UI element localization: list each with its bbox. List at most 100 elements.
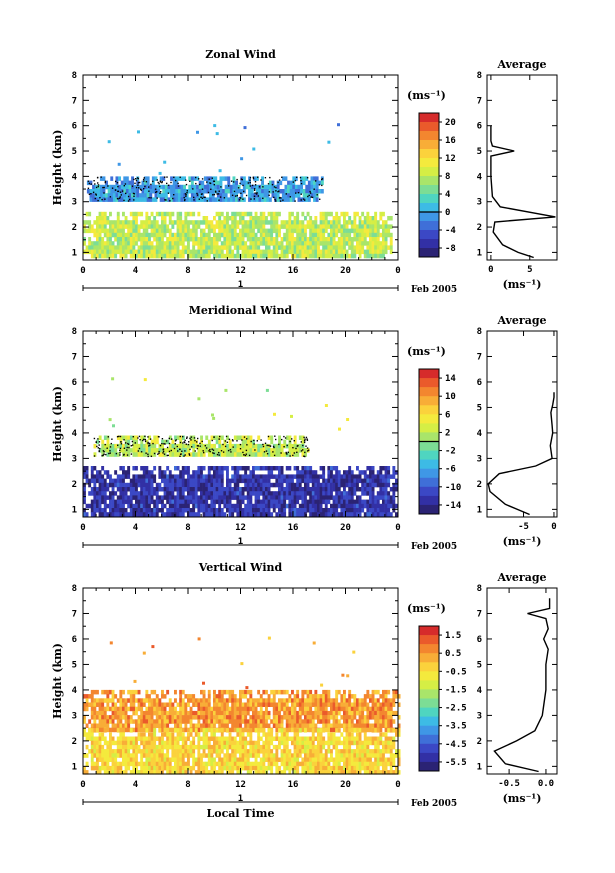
- heatmap-cell: [148, 499, 151, 505]
- heatmap-cell: [382, 715, 385, 720]
- heatmap-cell: [236, 211, 240, 217]
- heatmap-cell: [345, 512, 349, 517]
- heatmap-cell: [270, 466, 274, 471]
- heatmap-cell: [127, 448, 131, 453]
- contour-mark: [249, 177, 252, 179]
- heatmap-cell: [179, 448, 183, 453]
- heatmap-cell: [382, 224, 385, 229]
- heatmap-cell: [101, 732, 105, 737]
- heatmap-cell: [101, 765, 105, 771]
- heatmap-cell: [335, 474, 339, 479]
- heatmap-cell: [187, 491, 190, 496]
- heatmap-cell: [98, 474, 102, 479]
- heatmap-cell: [96, 495, 99, 500]
- heatmap-cell: [189, 249, 193, 255]
- heatmap-cell: [379, 487, 383, 492]
- heatmap-cell: [223, 719, 227, 724]
- heatmap-cell: [356, 466, 359, 471]
- heatmap-cell: [124, 698, 128, 703]
- heatmap-cell: [392, 470, 396, 475]
- heatmap-cell: [327, 241, 331, 246]
- heatmap-cell: [384, 245, 388, 250]
- contour-mark: [103, 186, 105, 189]
- contour-mark: [133, 199, 135, 201]
- contour-mark: [227, 449, 230, 452]
- heatmap-cell: [278, 508, 281, 513]
- heatmap-cell: [127, 723, 131, 728]
- heatmap-cell: [366, 220, 370, 225]
- heatmap-cell: [215, 220, 219, 225]
- heatmap-cell: [111, 512, 115, 517]
- heatmap-cell: [395, 478, 398, 484]
- colorbar-segment: [419, 504, 439, 515]
- heatmap-cell: [155, 237, 159, 242]
- heatmap-cell: [135, 478, 138, 484]
- heatmap-cell: [270, 719, 274, 724]
- heatmap-cell: [140, 237, 144, 242]
- heatmap-cell: [224, 184, 228, 190]
- heatmap-cell: [192, 478, 196, 484]
- heatmap-cell: [332, 237, 336, 242]
- heatmap-cell: [194, 253, 198, 259]
- heatmap-cell: [246, 702, 250, 707]
- heatmap-cell: [236, 435, 240, 440]
- heatmap-cell: [387, 689, 391, 695]
- heatmap-cell: [324, 715, 328, 720]
- x-tick-label: 8: [185, 266, 190, 276]
- heatmap-cell: [142, 220, 146, 225]
- heatmap-cell: [189, 499, 193, 505]
- heatmap-cell: [96, 749, 99, 754]
- heatmap-cell: [265, 706, 268, 712]
- heatmap-cell: [229, 193, 233, 198]
- heatmap-cell: [374, 499, 378, 505]
- heatmap-cell: [189, 439, 193, 445]
- heatmap-cell: [291, 508, 294, 513]
- heatmap-cell: [371, 508, 375, 513]
- heatmap-cell: [101, 727, 105, 733]
- heatmap-cell: [226, 702, 229, 707]
- contour-mark: [201, 440, 203, 443]
- contour-mark: [133, 193, 136, 195]
- heatmap-cell: [122, 723, 125, 728]
- heatmap-cell: [119, 499, 123, 505]
- contour-mark: [197, 437, 199, 440]
- contour-mark: [306, 438, 308, 440]
- heatmap-cell: [304, 232, 307, 238]
- heatmap-cell: [96, 715, 99, 720]
- heatmap-cell: [88, 719, 92, 724]
- heatmap-cell: [233, 245, 237, 250]
- heatmap-cell: [252, 478, 255, 484]
- heatmap-cell: [140, 495, 144, 500]
- heatmap-cell: [267, 452, 271, 457]
- heatmap-cell: [155, 710, 159, 716]
- contour-mark: [236, 440, 238, 442]
- heatmap-cell: [124, 237, 128, 242]
- heatmap-cell: [358, 220, 362, 225]
- heatmap-cell: [236, 702, 240, 707]
- heatmap-cell: [275, 723, 279, 728]
- heatmap-cell: [340, 508, 344, 513]
- heatmap-cell: [283, 224, 287, 229]
- heatmap-cell: [239, 487, 242, 492]
- heatmap-cell: [83, 466, 86, 471]
- heatmap-cell: [99, 176, 103, 181]
- heatmap-cell: [184, 482, 188, 488]
- heatmap-cell: [96, 216, 99, 221]
- heatmap-cell: [244, 439, 248, 445]
- heatmap-cell: [227, 176, 231, 181]
- contour-mark: [210, 188, 212, 190]
- heatmap-cell: [235, 189, 238, 194]
- heatmap-cell: [150, 512, 154, 517]
- heatmap-cell: [275, 241, 279, 246]
- heatmap-cell: [109, 249, 112, 255]
- heatmap-cell: [319, 499, 323, 505]
- heatmap-cell: [192, 443, 196, 449]
- colorbar-segment: [419, 450, 439, 461]
- heatmap-cell: [200, 228, 203, 234]
- heatmap-cell: [218, 237, 222, 242]
- heatmap-cell: [239, 503, 242, 509]
- heatmap-cell: [132, 443, 136, 449]
- heatmap-cell: [371, 474, 375, 479]
- heatmap-cell: [311, 491, 315, 496]
- heatmap-cell: [125, 189, 129, 194]
